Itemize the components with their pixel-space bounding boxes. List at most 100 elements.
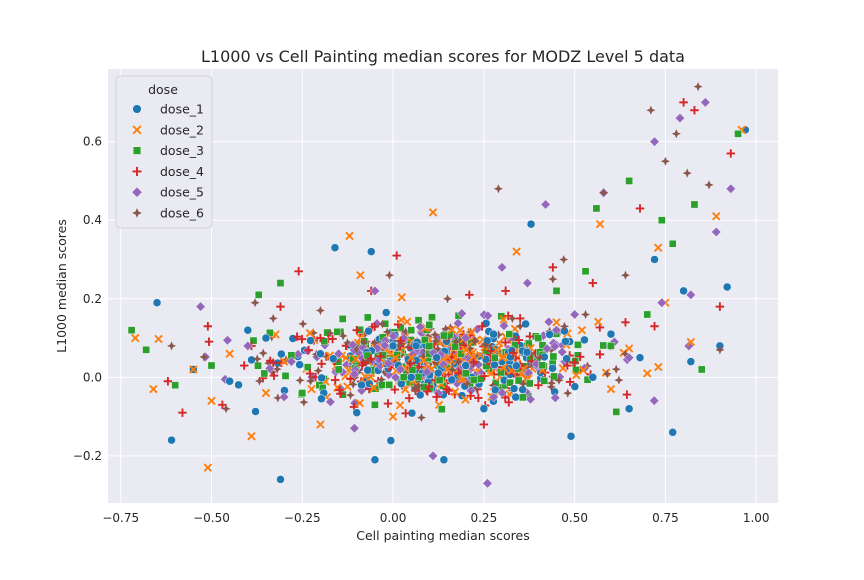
point-dose_6 <box>471 383 481 393</box>
point-dose_2 <box>307 384 316 394</box>
point-dose_1 <box>650 255 659 264</box>
point-dose_1 <box>234 380 243 390</box>
y-axis-ticks: −0.2 0.0 0.2 0.4 0.6 <box>73 135 102 463</box>
legend-marker-dose_5 <box>131 186 143 198</box>
point-dose_6 <box>682 168 692 178</box>
point-dose_6 <box>252 354 262 364</box>
x-tick-label: 0.75 <box>652 511 679 525</box>
point-dose_3 <box>550 372 558 381</box>
point-dose_4 <box>405 393 414 403</box>
point-dose_3 <box>414 373 423 381</box>
point-dose_5 <box>674 113 685 124</box>
point-dose_6 <box>376 374 387 385</box>
x-axis-label: Cell painting median scores <box>356 528 529 543</box>
point-dose_3 <box>254 291 263 299</box>
point-dose_2 <box>712 212 721 221</box>
point-dose_6 <box>715 345 725 355</box>
point-dose_6 <box>580 309 591 320</box>
point-dose_2 <box>512 247 521 256</box>
point-dose_1 <box>328 354 338 363</box>
legend: dose dose_1dose_2dose_3dose_4dose_5dose_… <box>115 75 213 229</box>
point-dose_5 <box>347 339 358 350</box>
point-dose_1 <box>388 341 398 351</box>
point-dose_3 <box>518 393 527 402</box>
point-dose_5 <box>497 262 507 273</box>
point-dose_2 <box>345 231 354 241</box>
point-dose_2 <box>461 345 470 355</box>
point-dose_1 <box>522 347 532 357</box>
point-dose_1 <box>509 384 519 393</box>
point-dose_1 <box>225 376 234 386</box>
point-dose_6 <box>548 274 558 284</box>
point-dose_5 <box>195 301 206 312</box>
point-dose_1 <box>152 298 162 307</box>
point-dose_5 <box>349 423 360 434</box>
point-dose_1 <box>317 394 326 404</box>
point-dose_6 <box>646 105 656 115</box>
point-dose_5 <box>569 309 580 320</box>
point-dose_2 <box>261 388 271 398</box>
point-dose_3 <box>506 378 514 387</box>
point-dose_2 <box>279 357 289 366</box>
point-dose_1 <box>588 373 598 382</box>
point-dose_6 <box>447 365 457 375</box>
legend-label-dose_2: dose_2 <box>160 122 204 137</box>
point-dose_2 <box>247 431 256 441</box>
point-dose_6 <box>522 362 533 372</box>
point-dose_6 <box>620 270 631 280</box>
point-dose_3 <box>469 376 478 384</box>
point-dose_4 <box>525 332 535 341</box>
point-dose_6 <box>611 364 621 374</box>
point-dose_1 <box>526 219 536 229</box>
point-dose_6 <box>360 357 371 367</box>
point-dose_2 <box>149 384 158 394</box>
point-dose_2 <box>428 208 438 217</box>
point-dose_2 <box>492 345 501 355</box>
point-dose_4 <box>588 278 598 288</box>
point-dose_4 <box>376 352 385 361</box>
point-dose_2 <box>552 318 561 327</box>
point-dose_4 <box>276 302 285 311</box>
point-dose_6 <box>660 156 670 166</box>
point-dose_1 <box>386 436 396 445</box>
point-dose_3 <box>552 287 561 295</box>
point-dose_3 <box>142 346 150 354</box>
point-dose_4 <box>393 320 403 329</box>
point-dose_3 <box>363 313 372 322</box>
point-dose_3 <box>207 361 216 370</box>
point-dose_4 <box>565 377 575 387</box>
point-dose_1 <box>490 360 499 370</box>
point-dose_5 <box>372 343 383 354</box>
point-dose_3 <box>334 365 343 374</box>
point-dose_5 <box>421 367 432 378</box>
point-dose_4 <box>504 398 514 407</box>
point-dose_3 <box>303 363 312 371</box>
point-dose_5 <box>711 227 722 237</box>
point-dose_1 <box>316 349 325 359</box>
point-dose_3 <box>276 279 285 287</box>
point-dose_4 <box>163 377 173 386</box>
y-tick-label: −0.2 <box>73 449 102 463</box>
point-dose_6 <box>547 378 557 388</box>
point-dose_2 <box>450 387 460 397</box>
point-dose_5 <box>550 392 561 403</box>
point-dose_1 <box>566 431 576 441</box>
x-tick-label: −0.75 <box>102 511 139 525</box>
point-dose_4 <box>726 149 736 158</box>
point-dose_6 <box>384 270 394 280</box>
point-dose_4 <box>239 361 249 370</box>
point-dose_5 <box>557 347 568 357</box>
point-dose_4 <box>570 358 579 367</box>
point-dose_4 <box>424 382 434 391</box>
x-tick-label: 0.00 <box>380 511 407 525</box>
point-dose_6 <box>308 328 318 338</box>
point-dose_4 <box>352 325 361 335</box>
point-dose_5 <box>390 372 401 383</box>
point-dose_6 <box>462 379 472 389</box>
point-dose_4 <box>396 336 405 346</box>
point-dose_6 <box>363 355 373 365</box>
legend-marker-dose_1 <box>132 104 142 114</box>
point-dose_1 <box>167 435 176 445</box>
point-dose_6 <box>221 404 231 414</box>
point-dose_2 <box>447 325 457 334</box>
